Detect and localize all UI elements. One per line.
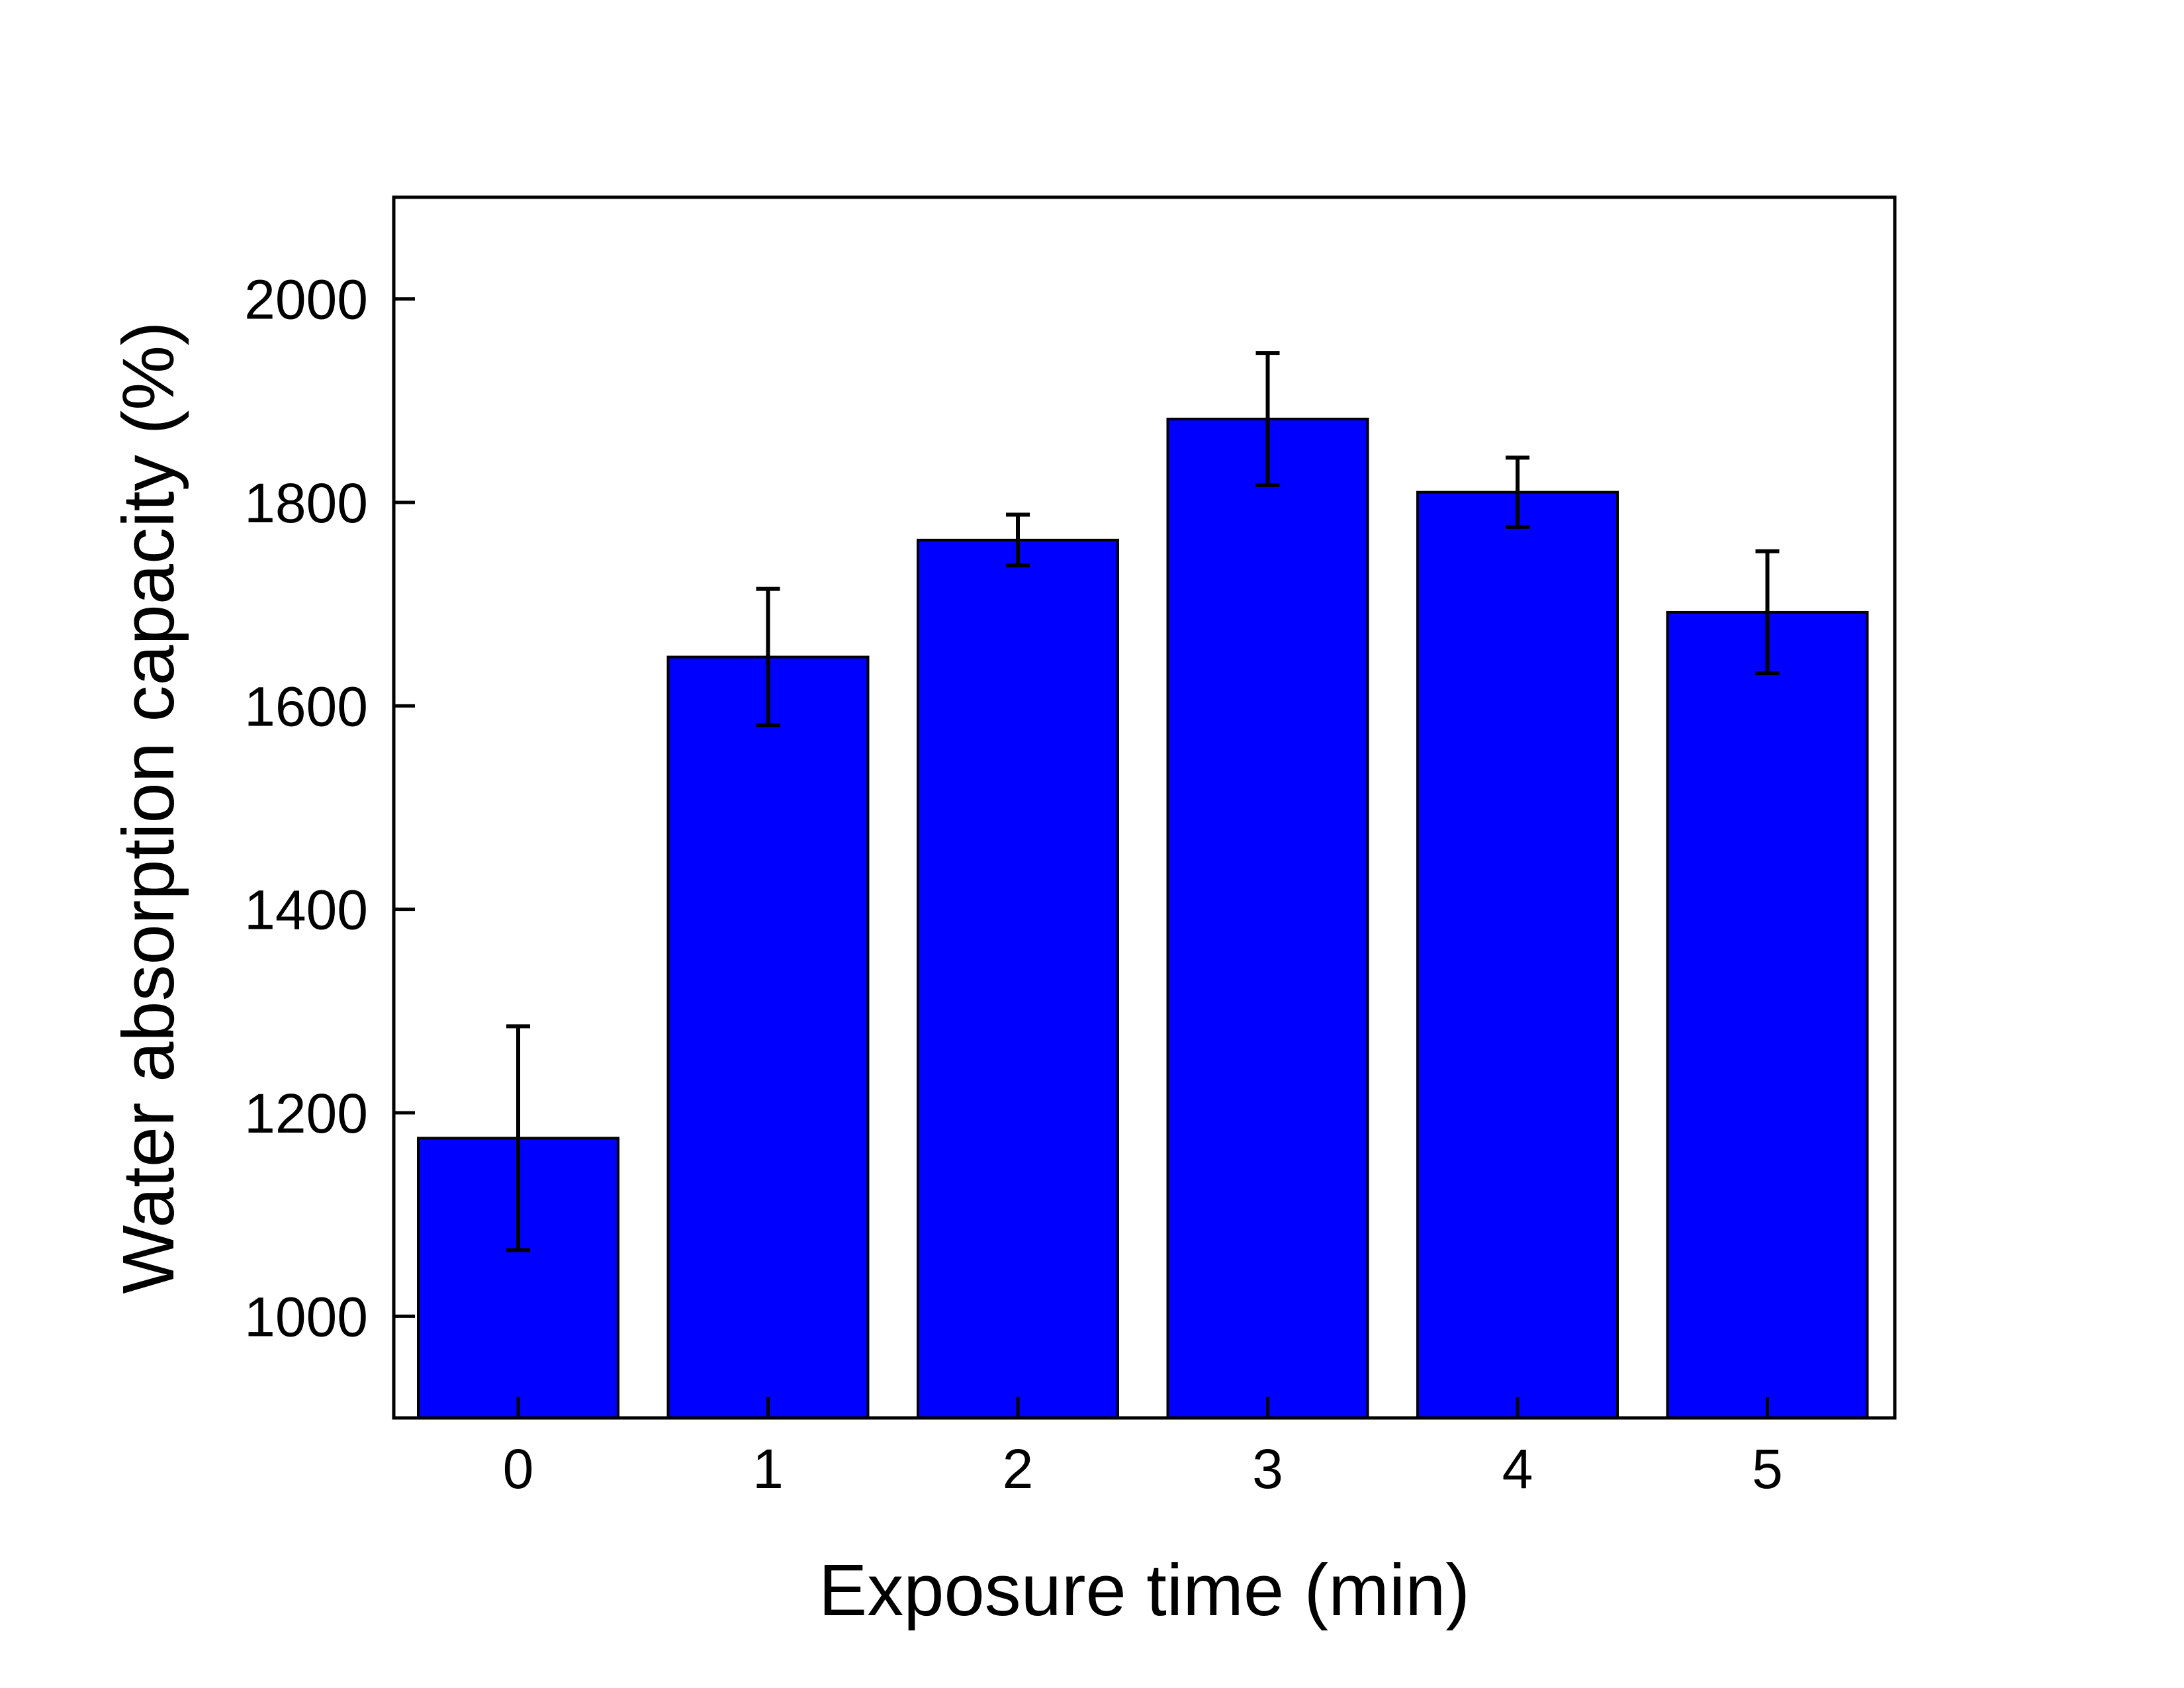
y-tick-label-2000: 2000: [244, 269, 368, 331]
bar-1: [666, 655, 870, 1419]
y-tick-label-1400: 1400: [244, 879, 368, 941]
x-tick-labels: 0 1 2 3 4 5: [503, 1438, 1783, 1500]
x-tick-label-4: 4: [1502, 1438, 1533, 1500]
y-axis-label: Water absorption capacity (%): [108, 321, 189, 1293]
y-tick-label-1000: 1000: [244, 1286, 368, 1348]
plot-frame: [392, 195, 1897, 1420]
x-axis-label: Exposure time (min): [819, 1550, 1470, 1631]
y-tick-labels: 1000 1200 1400 1600 1800 2000: [244, 269, 368, 1348]
bar-2: [917, 538, 1119, 1419]
bar-5: [1666, 610, 1869, 1420]
y-tick-label-1600: 1600: [244, 675, 368, 737]
x-tick-label-3: 3: [1252, 1438, 1283, 1500]
error-bars-layer: [506, 351, 1780, 1252]
y-tick-label-1800: 1800: [244, 472, 368, 534]
bar-4: [1416, 491, 1619, 1420]
ticks-layer: [394, 297, 1769, 1418]
bar-3: [1166, 417, 1369, 1420]
x-tick-label-0: 0: [503, 1438, 534, 1500]
bars-layer: [417, 417, 1869, 1420]
x-tick-label-5: 5: [1752, 1438, 1783, 1500]
x-tick-label-2: 2: [1003, 1438, 1034, 1500]
y-tick-label-1200: 1200: [244, 1082, 368, 1145]
x-tick-label-1: 1: [752, 1438, 784, 1500]
